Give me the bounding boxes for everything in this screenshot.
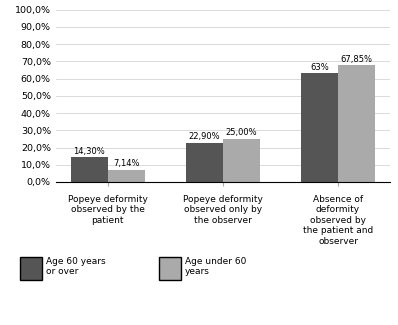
Bar	[186, 143, 223, 182]
Text: 14,30%: 14,30%	[74, 147, 105, 156]
Bar	[223, 139, 260, 182]
Text: 63%: 63%	[310, 63, 329, 72]
Bar	[301, 73, 338, 182]
Bar	[338, 65, 375, 182]
Text: Popeye deformity
observed by the
patient: Popeye deformity observed by the patient	[68, 195, 148, 225]
Text: 22,90%: 22,90%	[189, 132, 220, 141]
Text: Age 60 years
or over: Age 60 years or over	[46, 257, 105, 276]
Text: Absence of
deformity
observed by
the patient and
observer: Absence of deformity observed by the pat…	[303, 195, 373, 246]
Text: Age under 60
years: Age under 60 years	[185, 257, 246, 276]
Bar	[71, 157, 108, 182]
Text: 25,00%: 25,00%	[226, 128, 257, 137]
Text: Popeye deformity
observed only by
the observer: Popeye deformity observed only by the ob…	[183, 195, 263, 225]
Bar	[108, 170, 144, 182]
Text: 67,85%: 67,85%	[340, 55, 373, 64]
Text: 7,14%: 7,14%	[113, 159, 139, 168]
